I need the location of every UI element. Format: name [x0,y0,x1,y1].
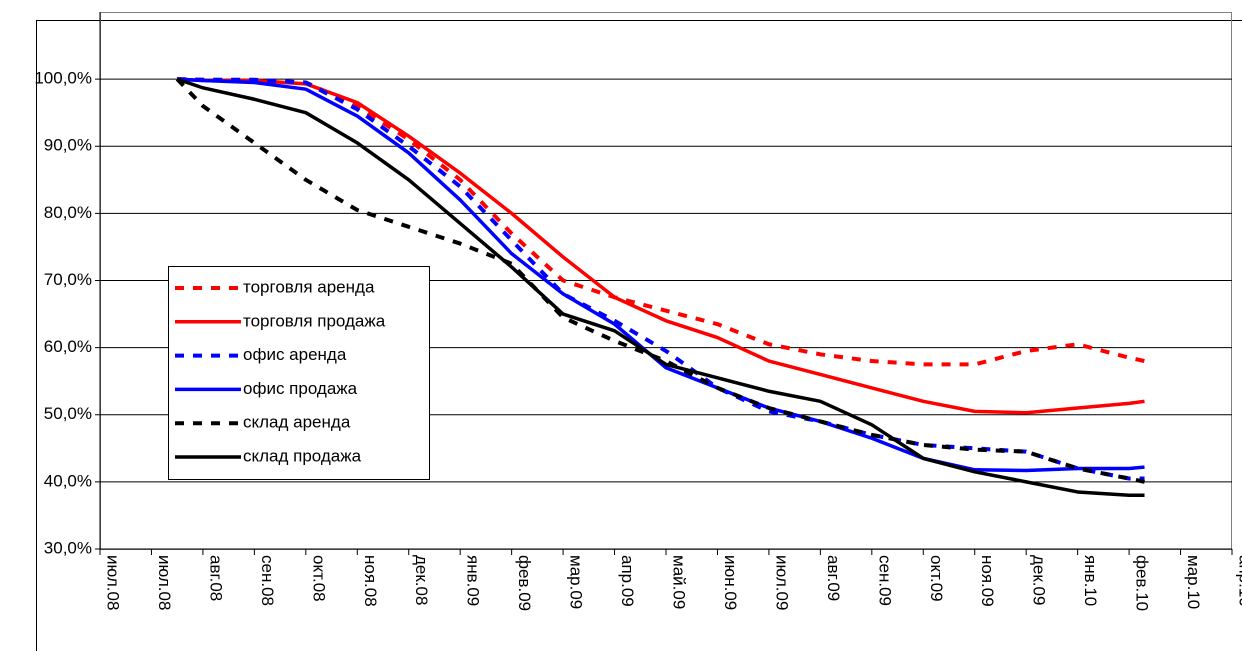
x-tick-label: мар.09 [567,555,586,609]
y-tick-label: 90,0% [44,136,92,155]
legend-label: склад аренда [243,413,351,432]
x-tick-label: июл.09 [772,555,791,610]
x-tick-label: ноя.08 [361,555,380,607]
x-tick-label: янв.09 [464,555,483,606]
legend-label: офис аренда [243,345,347,364]
x-tick-label: ноя.09 [978,555,997,607]
x-tick-label: окт.08 [309,555,328,602]
x-tick-label: июл.08 [155,555,174,610]
series-line [177,77,1145,473]
x-tick-label: мар.10 [1184,555,1203,609]
y-tick-label: 100,0% [34,69,92,88]
y-tick-label: 40,0% [44,471,92,490]
chart-frame [36,20,1242,651]
legend-label: склад продажа [243,446,362,465]
x-tick-label: сен.09 [875,555,894,606]
x-tick-label: июн.09 [721,555,740,610]
y-tick-label: 70,0% [44,270,92,289]
x-tick-label: сен.08 [258,555,277,606]
x-tick-label: май.09 [670,555,689,609]
x-tick-label: апр.10 [1236,555,1242,607]
x-tick-label: дек.09 [1030,555,1049,605]
series-line [175,77,1145,484]
x-tick-label: дек.08 [412,555,431,605]
x-tick-label: янв.10 [1081,555,1100,606]
x-tick-label: окт.09 [927,555,946,602]
legend-box [168,266,430,480]
legend-label: офис продажа [243,379,358,398]
x-tick-label: авг.09 [824,555,843,601]
x-tick-label: июл.08 [104,555,123,610]
x-tick-label: апр.09 [618,555,637,607]
series-line [177,77,1145,481]
y-tick-label: 50,0% [44,404,92,423]
y-tick-label: 30,0% [44,538,92,557]
x-tick-label: фев.10 [1133,555,1152,611]
y-tick-label: 80,0% [44,203,92,222]
series-line [176,77,1145,498]
legend-label: торговля продажа [243,311,386,330]
y-tick-label: 60,0% [44,337,92,356]
x-tick-label: фев.09 [515,555,534,611]
x-tick-label: авг.08 [206,555,225,601]
legend-label: торговля аренда [243,277,375,296]
